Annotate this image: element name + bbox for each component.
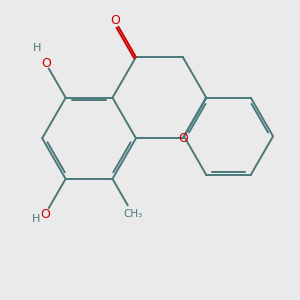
- Text: CH₃: CH₃: [123, 209, 142, 219]
- Text: O: O: [178, 132, 188, 145]
- Text: H: H: [32, 214, 40, 224]
- Text: O: O: [110, 14, 120, 27]
- Text: O: O: [41, 57, 51, 70]
- Text: H: H: [33, 43, 42, 53]
- Text: O: O: [40, 208, 50, 221]
